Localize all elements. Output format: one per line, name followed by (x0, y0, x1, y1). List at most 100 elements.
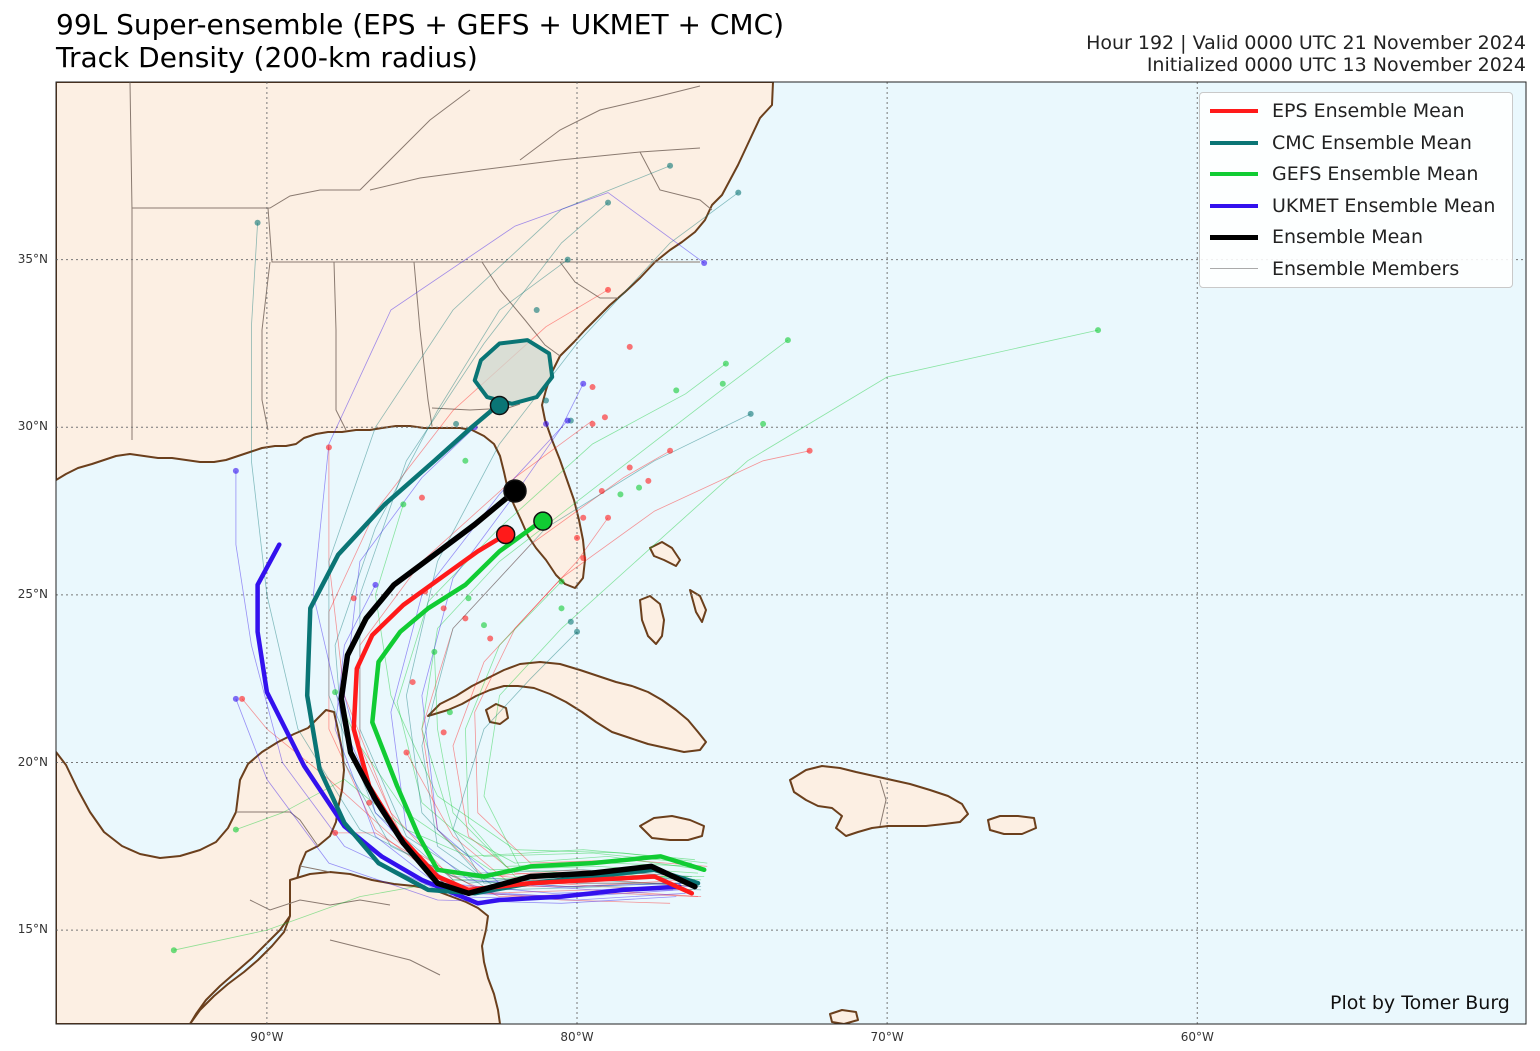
member-endpoint-eps (350, 595, 357, 602)
member-endpoint-ukmet (564, 417, 571, 424)
member-track-gefs (434, 651, 702, 867)
member-endpoint-cmc (453, 420, 460, 427)
border-line (267, 207, 700, 263)
member-endpoint-eps (574, 534, 581, 541)
legend-label: GEFS Ensemble Mean (1272, 163, 1479, 185)
member-endpoint-ukmet (232, 695, 239, 702)
member-endpoint-eps (589, 420, 596, 427)
plot-title: 99L Super-ensemble (EPS + GEFS + UKMET +… (56, 8, 784, 74)
lat-tick-label: 35°N (17, 251, 48, 266)
legend: EPS Ensemble Mean CMC Ensemble Mean GEFS E… (1199, 92, 1513, 288)
border-line (333, 261, 347, 431)
member-endpoint-gefs (462, 457, 469, 464)
member-endpoint-ukmet (372, 581, 379, 588)
border-line (236, 811, 319, 847)
member-endpoint-eps (580, 514, 587, 521)
lon-tick-label: 90°W (250, 1030, 284, 1044)
member-endpoint-cmc (543, 397, 549, 404)
member-endpoint-gefs (170, 947, 177, 954)
member-endpoint-cmc (574, 628, 581, 635)
land-isla-juventud (485, 703, 509, 725)
lon-tick-label: 70°W (870, 1030, 904, 1044)
legend-swatch (1210, 203, 1258, 208)
member-endpoint-eps (366, 799, 373, 806)
member-endpoint-eps (598, 487, 605, 494)
plot-frame (55, 81, 1527, 1025)
member-track-ukmet (334, 584, 686, 901)
member-track-gefs (374, 504, 708, 864)
mean-track-endpoints (489, 395, 553, 545)
lat-tick-label: 20°N (17, 754, 48, 769)
member-endpoint-eps (806, 447, 813, 454)
land-hispaniola (789, 765, 969, 837)
land-puerto-rico (987, 815, 1037, 835)
legend-label: EPS Ensemble Mean (1272, 100, 1465, 122)
forecast-info: Hour 192 | Valid 0000 UTC 21 November 20… (1086, 32, 1526, 76)
member-endpoint-gefs (332, 689, 339, 696)
legend-label: Ensemble Members (1272, 257, 1460, 280)
member-endpoint-gefs (400, 501, 407, 508)
lon-tick-label: 60°W (1180, 1030, 1214, 1044)
land-cuba (427, 661, 707, 753)
land-central-america (189, 871, 501, 1024)
init-time: Initialized 0000 UTC 13 November 2024 (1146, 54, 1526, 76)
land-bahamas-eleuthera (689, 589, 707, 623)
border-line (481, 261, 561, 357)
mean-mean-track (338, 488, 698, 897)
legend-item-mean: Ensemble Mean (1210, 223, 1423, 251)
member-endpoint-eps (667, 447, 674, 454)
member-endpoint-gefs (558, 578, 565, 585)
border-line (329, 939, 441, 976)
member-endpoint-eps (589, 384, 596, 391)
legend-swatch (1210, 140, 1258, 145)
legend-item-eps: EPS Ensemble Mean (1210, 97, 1465, 125)
member-endpoint-eps (462, 615, 469, 622)
member-endpoint-gefs (719, 380, 726, 387)
valid-time: Hour 192 | Valid 0000 UTC 21 November 20… (1086, 32, 1526, 54)
lat-tick-label: 15°N (17, 922, 48, 937)
member-endpoint-gefs (760, 420, 767, 427)
legend-item-gefs: GEFS Ensemble Mean (1210, 160, 1478, 188)
member-endpoint-gefs (617, 491, 624, 498)
member-endpoint-eps (332, 829, 339, 836)
border-line (559, 261, 618, 299)
member-endpoint-eps (440, 605, 447, 612)
member-track-cmc (405, 192, 739, 877)
member-track-eps (421, 450, 686, 877)
member-track-cmc (421, 413, 751, 891)
member-endpoint-ukmet (701, 260, 708, 267)
land-swan-islands (829, 1009, 859, 1024)
legend-item-members: Ensemble Members (1210, 255, 1459, 283)
member-track-gefs (235, 778, 695, 861)
ensemble-member-endpoints (170, 162, 1102, 954)
gefs-mean-track (370, 522, 707, 879)
member-endpoint-eps (601, 414, 608, 421)
border-line (431, 403, 521, 411)
member-endpoint-gefs (673, 387, 680, 394)
ukmet-mean-track (255, 542, 682, 906)
member-track-ukmet (312, 192, 705, 898)
member-endpoint-gefs (636, 484, 643, 491)
legend-swatch (1210, 109, 1258, 113)
border-line (369, 147, 701, 191)
border-line (639, 151, 713, 211)
member-track-ukmet (235, 698, 677, 904)
member-endpoint-gefs (431, 648, 438, 655)
member-endpoint-eps (403, 749, 410, 756)
title-line-2: Track Density (200-km radius) (56, 41, 478, 74)
member-endpoint-eps (626, 464, 633, 471)
cmc-endpoint-marker (489, 395, 510, 416)
member-endpoint-eps (239, 695, 246, 702)
member-endpoint-cmc (747, 410, 754, 417)
member-endpoint-ukmet (580, 380, 587, 387)
title-line-1: 99L Super-ensemble (EPS + GEFS + UKMET +… (56, 8, 785, 41)
member-endpoint-cmc (254, 219, 261, 226)
member-track-gefs (396, 363, 727, 864)
mean-endpoint-marker (503, 479, 527, 503)
member-endpoint-eps (605, 286, 612, 293)
member-endpoint-gefs (232, 826, 239, 833)
eps-endpoint-marker (495, 524, 516, 545)
member-endpoint-eps (325, 444, 332, 451)
legend-item-cmc: CMC Ensemble Mean (1210, 129, 1472, 157)
state-borders (129, 82, 887, 976)
